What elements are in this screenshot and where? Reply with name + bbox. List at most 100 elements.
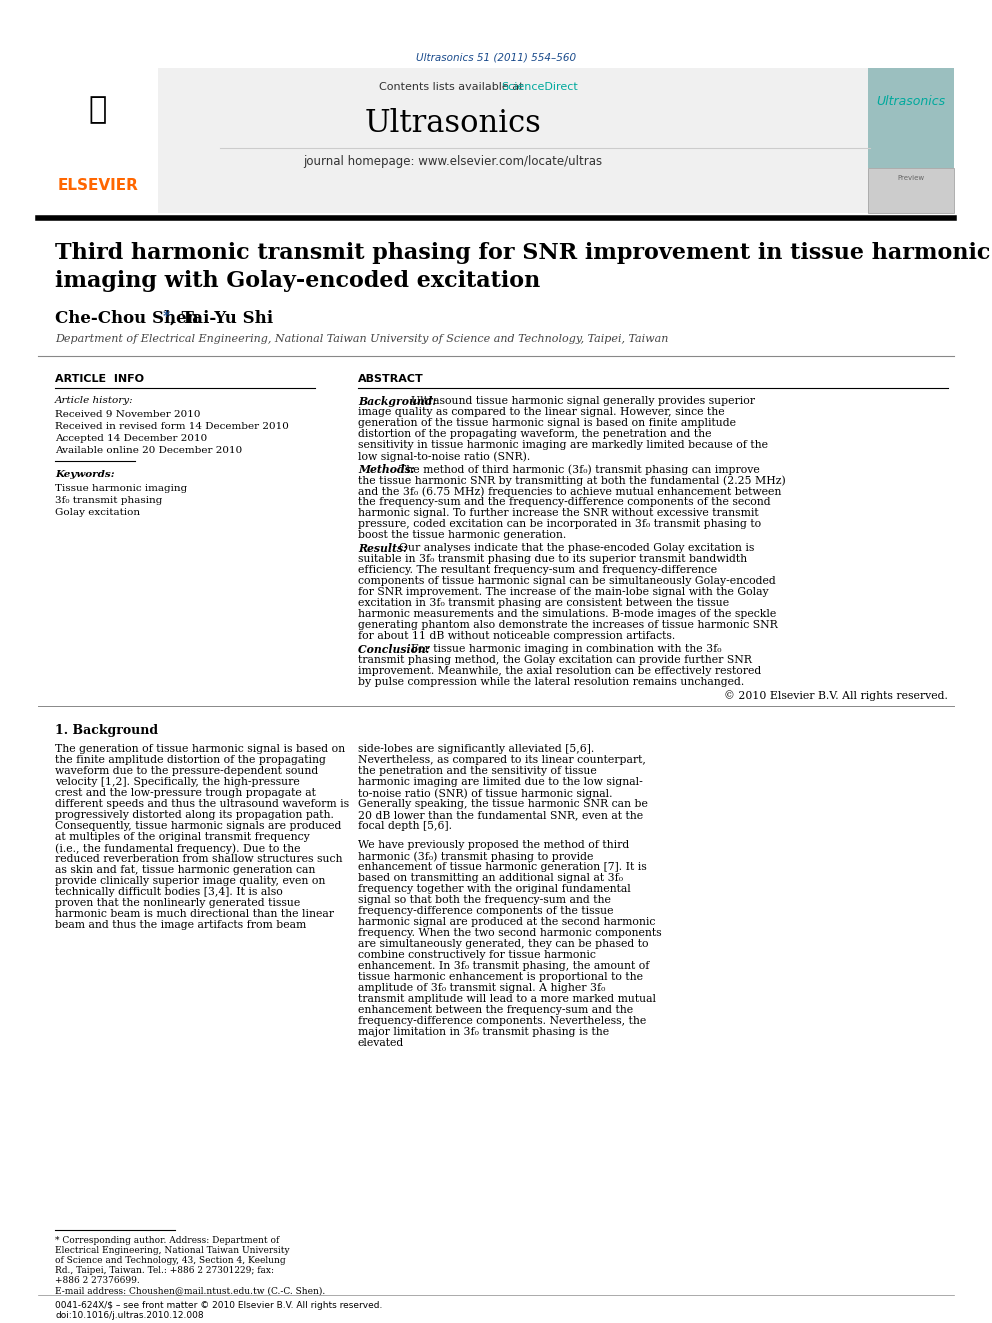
Text: by pulse compression while the lateral resolution remains unchanged.: by pulse compression while the lateral r… <box>358 677 744 687</box>
Text: harmonic beam is much directional than the linear: harmonic beam is much directional than t… <box>55 909 334 919</box>
Text: Ultrasonics: Ultrasonics <box>877 95 945 108</box>
Text: major limitation in 3f₀ transmit phasing is the: major limitation in 3f₀ transmit phasing… <box>358 1027 609 1037</box>
Text: efficiency. The resultant frequency-sum and frequency-difference: efficiency. The resultant frequency-sum … <box>358 565 717 576</box>
Text: the tissue harmonic SNR by transmitting at both the fundamental (2.25 MHz): the tissue harmonic SNR by transmitting … <box>358 475 786 486</box>
Text: ABSTRACT: ABSTRACT <box>358 374 424 384</box>
Text: journal homepage: www.elsevier.com/locate/ultras: journal homepage: www.elsevier.com/locat… <box>304 155 602 168</box>
Text: at multiples of the original transmit frequency: at multiples of the original transmit fr… <box>55 832 310 841</box>
Text: low signal-to-noise ratio (SNR).: low signal-to-noise ratio (SNR). <box>358 451 531 462</box>
Text: Contents lists available at: Contents lists available at <box>379 82 527 93</box>
Text: 0041-624X/$ – see front matter © 2010 Elsevier B.V. All rights reserved.: 0041-624X/$ – see front matter © 2010 El… <box>55 1301 382 1310</box>
Text: side-lobes are significantly alleviated [5,6].: side-lobes are significantly alleviated … <box>358 744 594 754</box>
Text: Results:: Results: <box>358 542 415 554</box>
Text: doi:10.1016/j.ultras.2010.12.008: doi:10.1016/j.ultras.2010.12.008 <box>55 1311 203 1320</box>
Text: are simultaneously generated, they can be phased to: are simultaneously generated, they can b… <box>358 939 649 949</box>
Text: tissue harmonic enhancement is proportional to the: tissue harmonic enhancement is proportio… <box>358 972 643 982</box>
Text: progressively distorted along its propagation path.: progressively distorted along its propag… <box>55 810 334 820</box>
Text: Ultrasonics: Ultrasonics <box>365 108 542 139</box>
Text: © 2010 Elsevier B.V. All rights reserved.: © 2010 Elsevier B.V. All rights reserved… <box>724 691 948 701</box>
Text: We have previously proposed the method of third: We have previously proposed the method o… <box>358 840 629 849</box>
Text: (i.e., the fundamental frequency). Due to the: (i.e., the fundamental frequency). Due t… <box>55 843 301 853</box>
Text: *: * <box>163 310 171 324</box>
Bar <box>868 67 954 168</box>
Text: velocity [1,2]. Specifically, the high-pressure: velocity [1,2]. Specifically, the high-p… <box>55 777 300 787</box>
Text: the frequency-sum and the frequency-difference components of the second: the frequency-sum and the frequency-diff… <box>358 497 771 507</box>
Text: the penetration and the sensitivity of tissue: the penetration and the sensitivity of t… <box>358 766 597 777</box>
Text: Consequently, tissue harmonic signals are produced: Consequently, tissue harmonic signals ar… <box>55 822 341 831</box>
Text: enhancement of tissue harmonic generation [7]. It is: enhancement of tissue harmonic generatio… <box>358 863 647 872</box>
Text: Received in revised form 14 December 2010: Received in revised form 14 December 201… <box>55 422 289 431</box>
Text: ARTICLE  INFO: ARTICLE INFO <box>55 374 144 384</box>
Text: 3f₀ transmit phasing: 3f₀ transmit phasing <box>55 496 163 505</box>
Bar <box>868 168 954 213</box>
Text: Nevertheless, as compared to its linear counterpart,: Nevertheless, as compared to its linear … <box>358 755 646 765</box>
Text: the finite amplitude distortion of the propagating: the finite amplitude distortion of the p… <box>55 755 326 765</box>
Text: improvement. Meanwhile, the axial resolution can be effectively restored: improvement. Meanwhile, the axial resolu… <box>358 665 761 676</box>
Text: components of tissue harmonic signal can be simultaneously Golay-encoded: components of tissue harmonic signal can… <box>358 576 776 586</box>
Text: Preview: Preview <box>898 175 925 181</box>
Text: The generation of tissue harmonic signal is based on: The generation of tissue harmonic signal… <box>55 744 345 754</box>
Text: Electrical Engineering, National Taiwan University: Electrical Engineering, National Taiwan … <box>55 1246 290 1256</box>
Text: boost the tissue harmonic generation.: boost the tissue harmonic generation. <box>358 531 566 540</box>
Text: Available online 20 December 2010: Available online 20 December 2010 <box>55 446 242 455</box>
Text: frequency. When the two second harmonic components: frequency. When the two second harmonic … <box>358 927 662 938</box>
Text: E-mail address: Choushen@mail.ntust.edu.tw (C.-C. Shen).: E-mail address: Choushen@mail.ntust.edu.… <box>55 1286 325 1295</box>
Text: harmonic (3f₀) transmit phasing to provide: harmonic (3f₀) transmit phasing to provi… <box>358 851 593 861</box>
Text: harmonic signal. To further increase the SNR without excessive transmit: harmonic signal. To further increase the… <box>358 508 759 519</box>
Text: signal so that both the frequency-sum and the: signal so that both the frequency-sum an… <box>358 894 611 905</box>
Text: ELSEVIER: ELSEVIER <box>58 179 139 193</box>
Text: The method of third harmonic (3f₀) transmit phasing can improve: The method of third harmonic (3f₀) trans… <box>399 464 759 475</box>
Text: suitable in 3f₀ transmit phasing due to its superior transmit bandwidth: suitable in 3f₀ transmit phasing due to … <box>358 554 747 564</box>
Text: Conclusion:: Conclusion: <box>358 644 437 655</box>
Text: Generally speaking, the tissue harmonic SNR can be: Generally speaking, the tissue harmonic … <box>358 799 648 808</box>
Text: Accepted 14 December 2010: Accepted 14 December 2010 <box>55 434 207 443</box>
Text: technically difficult bodies [3,4]. It is also: technically difficult bodies [3,4]. It i… <box>55 886 283 897</box>
Text: Department of Electrical Engineering, National Taiwan University of Science and : Department of Electrical Engineering, Na… <box>55 333 669 344</box>
Text: Methods:: Methods: <box>358 464 423 475</box>
Text: frequency together with the original fundamental: frequency together with the original fun… <box>358 884 631 894</box>
Text: focal depth [5,6].: focal depth [5,6]. <box>358 822 452 831</box>
Text: generation of the tissue harmonic signal is based on finite amplitude: generation of the tissue harmonic signal… <box>358 418 736 429</box>
Text: , Tai-Yu Shi: , Tai-Yu Shi <box>170 310 273 327</box>
Text: enhancement. In 3f₀ transmit phasing, the amount of: enhancement. In 3f₀ transmit phasing, th… <box>358 960 650 971</box>
Text: ScienceDirect: ScienceDirect <box>501 82 577 93</box>
Text: harmonic signal are produced at the second harmonic: harmonic signal are produced at the seco… <box>358 917 656 927</box>
Text: frequency-difference components. Nevertheless, the: frequency-difference components. Neverth… <box>358 1016 646 1027</box>
Text: proven that the nonlinearly generated tissue: proven that the nonlinearly generated ti… <box>55 898 301 908</box>
Text: as skin and fat, tissue harmonic generation can: as skin and fat, tissue harmonic generat… <box>55 865 315 875</box>
Text: Golay excitation: Golay excitation <box>55 508 140 517</box>
Text: amplitude of 3f₀ transmit signal. A higher 3f₀: amplitude of 3f₀ transmit signal. A high… <box>358 983 605 994</box>
Text: Ultrasonics 51 (2011) 554–560: Ultrasonics 51 (2011) 554–560 <box>416 52 576 62</box>
Text: * Corresponding author. Address: Department of: * Corresponding author. Address: Departm… <box>55 1236 280 1245</box>
Text: of Science and Technology, 43, Section 4, Keelung: of Science and Technology, 43, Section 4… <box>55 1256 286 1265</box>
Text: Received 9 November 2010: Received 9 November 2010 <box>55 410 200 419</box>
Text: generating phantom also demonstrate the increases of tissue harmonic SNR: generating phantom also demonstrate the … <box>358 620 778 630</box>
Text: Keywords:: Keywords: <box>55 470 115 479</box>
Text: Article history:: Article history: <box>55 396 134 405</box>
Text: pressure, coded excitation can be incorporated in 3f₀ transmit phasing to: pressure, coded excitation can be incorp… <box>358 519 761 529</box>
Text: +886 2 27376699.: +886 2 27376699. <box>55 1275 140 1285</box>
Text: image quality as compared to the linear signal. However, since the: image quality as compared to the linear … <box>358 407 724 417</box>
Text: waveform due to the pressure-dependent sound: waveform due to the pressure-dependent s… <box>55 766 318 777</box>
Text: transmit phasing method, the Golay excitation can provide further SNR: transmit phasing method, the Golay excit… <box>358 655 752 665</box>
Text: 🌳: 🌳 <box>89 95 107 124</box>
Text: harmonic imaging are limited due to the low signal-: harmonic imaging are limited due to the … <box>358 777 643 787</box>
Text: frequency-difference components of the tissue: frequency-difference components of the t… <box>358 906 613 916</box>
Text: Background:: Background: <box>358 396 443 407</box>
Text: excitation in 3f₀ transmit phasing are consistent between the tissue: excitation in 3f₀ transmit phasing are c… <box>358 598 729 609</box>
Text: for SNR improvement. The increase of the main-lobe signal with the Golay: for SNR improvement. The increase of the… <box>358 587 769 597</box>
Text: to-noise ratio (SNR) of tissue harmonic signal.: to-noise ratio (SNR) of tissue harmonic … <box>358 789 612 799</box>
Text: and the 3f₀ (6.75 MHz) frequencies to achieve mutual enhancement between: and the 3f₀ (6.75 MHz) frequencies to ac… <box>358 486 782 496</box>
Text: Tissue harmonic imaging: Tissue harmonic imaging <box>55 484 187 493</box>
Text: Rd., Taipei, Taiwan. Tel.: +886 2 27301229; fax:: Rd., Taipei, Taiwan. Tel.: +886 2 273012… <box>55 1266 274 1275</box>
Text: 1. Background: 1. Background <box>55 724 158 737</box>
Text: enhancement between the frequency-sum and the: enhancement between the frequency-sum an… <box>358 1005 633 1015</box>
Bar <box>38 67 158 213</box>
Text: transmit amplitude will lead to a more marked mutual: transmit amplitude will lead to a more m… <box>358 994 656 1004</box>
Text: elevated: elevated <box>358 1039 405 1048</box>
Text: provide clinically superior image quality, even on: provide clinically superior image qualit… <box>55 876 325 886</box>
Text: based on transmitting an additional signal at 3f₀: based on transmitting an additional sign… <box>358 873 623 882</box>
Text: for about 11 dB without noticeable compression artifacts.: for about 11 dB without noticeable compr… <box>358 631 676 642</box>
Text: Our analyses indicate that the phase-encoded Golay excitation is: Our analyses indicate that the phase-enc… <box>399 542 754 553</box>
Bar <box>38 67 954 213</box>
